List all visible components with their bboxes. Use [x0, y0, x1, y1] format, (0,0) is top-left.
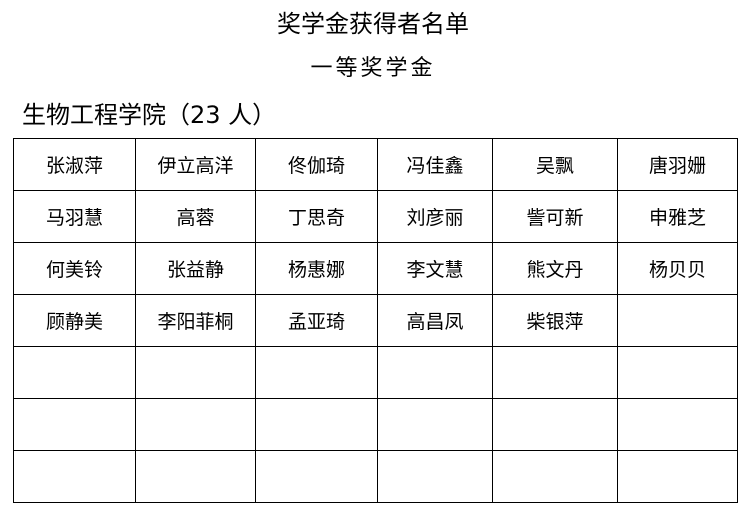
name-cell: 顾静美 [13, 294, 136, 347]
name-cell: 佟伽琦 [255, 138, 378, 191]
name-cell [492, 346, 618, 399]
name-cell [13, 398, 136, 451]
table-row: 顾静美 李阳菲桐 孟亚琦 高昌凤 柴银萍 [13, 294, 738, 347]
name-cell: 刘彦丽 [377, 190, 493, 243]
document-title: 奖学金获得者名单 [277, 10, 469, 38]
name-cell [617, 346, 738, 399]
name-cell: 杨贝贝 [617, 242, 738, 295]
table-row: 何美铃 张益静 杨惠娜 李文慧 熊文丹 杨贝贝 [13, 242, 738, 295]
name-cell [492, 450, 618, 503]
name-cell [13, 450, 136, 503]
name-cell: 张淑萍 [13, 138, 136, 191]
name-cell [255, 398, 378, 451]
name-cell [492, 398, 618, 451]
name-cell [135, 346, 256, 399]
section-heading: 生物工程学院（23 人） [22, 101, 277, 129]
table-row [13, 450, 738, 503]
name-cell: 吴飘 [492, 138, 618, 191]
name-cell [377, 450, 493, 503]
name-cell [377, 346, 493, 399]
name-cell: 马羽慧 [13, 190, 136, 243]
name-cell [135, 398, 256, 451]
name-cell [255, 450, 378, 503]
name-cell: 申雅芝 [617, 190, 738, 243]
document-subtitle: 一等奖学金 [310, 56, 436, 81]
name-cell: 唐羽姗 [617, 138, 738, 191]
name-cell [135, 450, 256, 503]
name-cell: 柴银萍 [492, 294, 618, 347]
name-cell [617, 398, 738, 451]
name-cell: 冯佳鑫 [377, 138, 493, 191]
table-row [13, 346, 738, 399]
name-cell: 熊文丹 [492, 242, 618, 295]
table-row: 马羽慧 高蓉 丁思奇 刘彦丽 訾可新 申雅芝 [13, 190, 738, 243]
name-table: 张淑萍 伊立高洋 佟伽琦 冯佳鑫 吴飘 唐羽姗 马羽慧 高蓉 丁思奇 刘彦丽 訾可新 申雅芝 何美铃 张益… [13, 138, 738, 503]
name-cell [377, 398, 493, 451]
name-cell: 訾可新 [492, 190, 618, 243]
name-cell [255, 346, 378, 399]
name-cell: 张益静 [135, 242, 256, 295]
name-cell: 何美铃 [13, 242, 136, 295]
name-cell [617, 294, 738, 347]
name-cell: 李阳菲桐 [135, 294, 256, 347]
name-cell: 高昌凤 [377, 294, 493, 347]
name-cell: 高蓉 [135, 190, 256, 243]
name-cell [13, 346, 136, 399]
name-cell: 丁思奇 [255, 190, 378, 243]
table-row [13, 398, 738, 451]
name-cell: 杨惠娜 [255, 242, 378, 295]
table-row: 张淑萍 伊立高洋 佟伽琦 冯佳鑫 吴飘 唐羽姗 [13, 138, 738, 191]
name-cell: 伊立高洋 [135, 138, 256, 191]
name-cell [617, 450, 738, 503]
name-cell: 李文慧 [377, 242, 493, 295]
name-cell: 孟亚琦 [255, 294, 378, 347]
